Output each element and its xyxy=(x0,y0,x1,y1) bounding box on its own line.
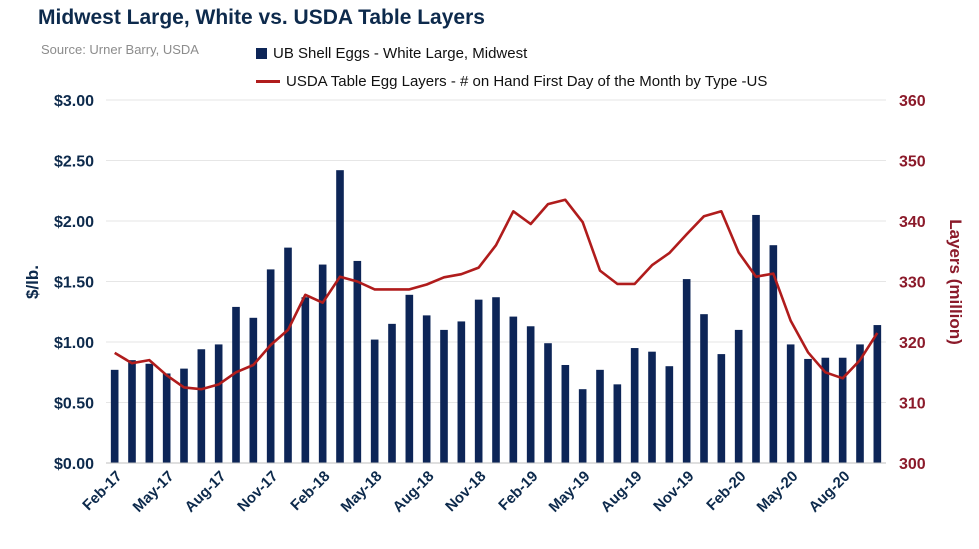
bar-series xyxy=(110,170,882,463)
right-axis-title: Layers (million) xyxy=(946,219,965,345)
bar xyxy=(457,321,466,463)
x-tick-label: May-18 xyxy=(338,468,386,516)
bar xyxy=(180,368,188,463)
layers-line xyxy=(114,198,879,391)
bar xyxy=(353,260,362,463)
bar xyxy=(284,247,292,463)
legend-label-bars: UB Shell Eggs - White Large, Midwest xyxy=(273,44,528,62)
bar xyxy=(318,264,327,463)
bar xyxy=(509,316,518,463)
bar xyxy=(700,314,708,463)
left-tick-label: $0.50 xyxy=(54,396,94,413)
x-tick-label: May-20 xyxy=(754,468,802,516)
x-tick-label: Aug-18 xyxy=(390,468,438,516)
x-tick-label: Feb-18 xyxy=(287,468,333,514)
right-tick-label: 330 xyxy=(899,275,926,292)
x-tick-label: Aug-19 xyxy=(598,468,646,516)
bar xyxy=(838,357,847,463)
bar xyxy=(561,364,570,463)
chart-source: Source: Urner Barry, USDA xyxy=(41,42,199,57)
bar xyxy=(769,245,778,463)
bar xyxy=(665,366,674,463)
x-tick-label: May-17 xyxy=(130,468,178,516)
bar xyxy=(492,297,500,463)
bar xyxy=(648,351,656,463)
left-tick-label: $1.00 xyxy=(54,335,94,352)
bar xyxy=(266,269,275,463)
line-series xyxy=(114,198,879,391)
bar xyxy=(717,354,726,463)
bar xyxy=(249,317,258,463)
right-tick-label: 300 xyxy=(899,456,926,473)
bar xyxy=(526,326,535,463)
bar xyxy=(752,214,760,463)
bar xyxy=(630,348,639,463)
right-tick-label: 360 xyxy=(899,93,926,110)
bar xyxy=(578,389,587,463)
right-axis: 300 310 320 330 340 350 360 xyxy=(899,93,926,473)
bar xyxy=(197,349,206,463)
bar xyxy=(596,369,604,463)
bar xyxy=(336,170,344,463)
left-tick-label: $0.00 xyxy=(54,456,94,473)
bar xyxy=(474,299,483,463)
bar xyxy=(128,360,136,463)
x-tick-label: Nov-17 xyxy=(234,468,281,515)
legend-line-swatch xyxy=(256,79,280,83)
x-tick-label: Feb-17 xyxy=(79,468,125,514)
right-tick-label: 320 xyxy=(899,335,926,352)
bar xyxy=(145,363,154,463)
bar xyxy=(422,315,431,463)
left-tick-label: $2.00 xyxy=(54,214,94,231)
left-tick-label: $2.50 xyxy=(54,154,94,171)
bar xyxy=(440,329,448,463)
x-tick-label: Feb-19 xyxy=(495,468,541,514)
bar xyxy=(405,294,414,463)
right-tick-label: 340 xyxy=(899,214,926,231)
x-tick-label: Feb-20 xyxy=(703,468,749,514)
chart-title: Midwest Large, White vs. USDA Table Laye… xyxy=(38,6,485,29)
bar xyxy=(786,344,795,463)
bar xyxy=(804,358,812,463)
left-axis: $0.00 $0.50 $1.00 $1.50 $2.00 $2.50 $3.00 xyxy=(54,93,94,473)
bar xyxy=(734,329,743,463)
right-tick-label: 310 xyxy=(899,396,926,413)
x-tick-label: Nov-18 xyxy=(442,468,489,515)
legend-item-line: USDA Table Egg Layers - # on Hand First … xyxy=(256,70,767,92)
bar xyxy=(613,384,622,463)
legend: UB Shell Eggs - White Large, Midwest USD… xyxy=(256,42,767,98)
bar xyxy=(821,357,830,463)
right-tick-label: 350 xyxy=(899,154,926,171)
bar xyxy=(856,344,864,463)
legend-label-line: USDA Table Egg Layers - # on Hand First … xyxy=(286,72,768,90)
bar xyxy=(370,339,379,463)
bar xyxy=(301,297,310,463)
bar xyxy=(544,343,552,463)
bar xyxy=(110,369,119,463)
x-tick-label: May-19 xyxy=(546,468,594,516)
left-axis-title: $/lb. xyxy=(23,265,42,299)
legend-item-bars: UB Shell Eggs - White Large, Midwest xyxy=(256,42,767,64)
legend-bar-swatch xyxy=(256,47,267,59)
left-tick-label: $3.00 xyxy=(54,93,94,110)
bar xyxy=(388,323,396,463)
bar xyxy=(873,325,882,463)
x-axis: Feb-17 May-17 Aug-17 Nov-17 Feb-18 May-18 Aug-… xyxy=(79,462,886,516)
x-tick-label: Nov-19 xyxy=(650,468,697,515)
x-tick-label: Aug-20 xyxy=(806,468,854,516)
bar xyxy=(214,344,223,463)
bar xyxy=(232,306,240,463)
left-tick-label: $1.50 xyxy=(54,275,94,292)
bar xyxy=(682,279,691,463)
bar xyxy=(162,373,171,463)
x-tick-label: Aug-17 xyxy=(182,468,230,516)
